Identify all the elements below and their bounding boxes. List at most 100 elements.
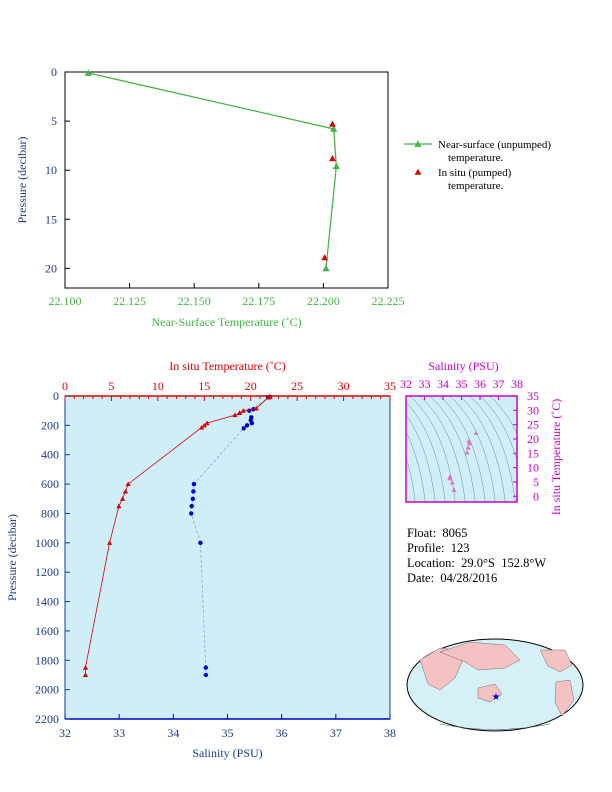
isopycnal-line <box>459 396 506 502</box>
legend-near-surface-marker <box>414 140 422 147</box>
near-surface-point <box>322 264 330 272</box>
temperature-point <box>116 503 122 509</box>
isopycnal-line <box>406 414 436 502</box>
top-tick-label: 0 <box>62 379 68 393</box>
salinity-point <box>241 426 246 431</box>
profile-chart: 0 5 10 15 20 25 30 35 32 33 34 35 36 37 38 0 200 400 600 80… <box>5 359 396 760</box>
x-tick-label: 22.225 <box>372 294 405 308</box>
isopycnal-line <box>406 456 416 502</box>
bottom-axis-label: Salinity (PSU) <box>192 746 262 760</box>
temperature-point <box>204 420 210 426</box>
bottom-tick-label: 32 <box>59 726 71 740</box>
isopycnal-line <box>419 396 466 502</box>
legend-in-situ-label-1: In situ (pumped) <box>438 167 512 179</box>
isopycnal-line <box>489 396 517 435</box>
y-tick-label: 5 <box>51 114 57 128</box>
bottom-tick-label: 34 <box>167 726 179 740</box>
ts-y-tick-label: 20 <box>527 432 539 446</box>
y-tick-label: 15 <box>45 212 57 226</box>
temperature-point <box>265 394 271 400</box>
top-axis-label: In situ Temperature (˚C) <box>169 359 286 373</box>
y-axis-label: Pressure (decibar) <box>5 514 19 601</box>
top-tick-label: 5 <box>108 379 114 393</box>
map-land-north-america <box>539 649 573 673</box>
y-tick-label: 600 <box>41 477 59 491</box>
salinity-point <box>189 503 194 509</box>
ts-y-tick-label: 0 <box>533 489 539 503</box>
ts-point <box>451 487 457 492</box>
temperature-point <box>253 405 259 411</box>
y-tick-label: 1400 <box>35 595 59 609</box>
legend-near-surface-label-2: temperature. <box>448 152 504 164</box>
ts-y-tick-label: 30 <box>527 403 539 417</box>
date: Date: 04/28/2016 <box>407 571 498 585</box>
y-tick-label: 1200 <box>35 565 59 579</box>
float-location-star-icon: ★ <box>492 692 501 703</box>
near-surface-point <box>84 69 92 76</box>
salinity-point <box>189 511 194 516</box>
bottom-tick-label: 36 <box>276 726 288 740</box>
temperature-point <box>232 412 238 418</box>
location: Location: 29.0°S 152.8°W <box>407 556 547 570</box>
ts-plot-area <box>406 396 517 502</box>
near-surface-point <box>332 162 340 170</box>
y-tick-label: 800 <box>41 506 59 520</box>
isopycnal-line <box>439 396 486 502</box>
ts-y-tick-label: 35 <box>527 389 539 403</box>
map-land-asia <box>439 641 521 671</box>
y-tick-label: 2200 <box>35 712 59 726</box>
temperature-point <box>82 672 89 678</box>
legend-near-surface-label-1: Near-surface (unpumped) <box>438 139 551 151</box>
ts-point <box>465 445 471 450</box>
top-tick-label: 35 <box>384 379 396 393</box>
temperature-point <box>201 422 207 428</box>
ts-x-tick-label: 37 <box>493 377 505 391</box>
ts-point <box>449 480 455 485</box>
bottom-tick-label: 37 <box>330 726 342 740</box>
salinity-point <box>203 665 209 670</box>
ts-y-tick-label: 10 <box>527 461 539 475</box>
y-tick-label: 1800 <box>35 653 59 667</box>
isopycnal-line <box>406 401 446 502</box>
x-tick-label: 22.150 <box>178 294 211 308</box>
ts-x-tick-label: 32 <box>400 377 412 391</box>
legend-in-situ-marker <box>414 168 422 175</box>
temperature-point <box>240 408 246 413</box>
top-tick-label: 25 <box>291 379 303 393</box>
salinity-point <box>190 496 196 501</box>
bottom-tick-label: 35 <box>222 726 234 740</box>
y-tick-label: 0 <box>51 65 57 79</box>
ts-point <box>473 430 479 435</box>
ts-point <box>447 476 453 481</box>
y-tick-label: 200 <box>41 418 59 432</box>
ts-x-tick-label: 36 <box>474 377 486 391</box>
map-land-africa <box>419 647 463 691</box>
near-surface-point <box>330 125 338 132</box>
isopycnal-line <box>469 396 516 502</box>
world-map-inset: ★ <box>406 638 584 732</box>
y-tick-label: 10 <box>45 163 57 177</box>
ts-y-tick-label: 15 <box>527 446 539 460</box>
y-tick-label: 1000 <box>35 536 59 550</box>
isopycnal-line <box>409 396 456 502</box>
temperature-point <box>236 410 243 415</box>
salinity-point <box>191 489 196 494</box>
y-tick-label: 400 <box>41 448 59 462</box>
temperature-point <box>82 665 89 670</box>
x-tick-label: 22.175 <box>242 294 275 308</box>
ts-x-tick-label: 34 <box>437 377 449 391</box>
legend-in-situ-label-2: temperature. <box>448 180 504 192</box>
near-surface-line <box>88 72 337 269</box>
x-tick-label: 22.125 <box>113 294 146 308</box>
profile-number: Profile: 123 <box>407 541 470 555</box>
ts-x-tick-label: 38 <box>511 377 523 391</box>
ts-y-tick-label: 25 <box>527 418 539 432</box>
x-tick-label: 22.200 <box>307 294 340 308</box>
in-situ-point <box>321 254 329 261</box>
salinity-point <box>244 423 250 428</box>
ts-top-axis-label: Salinity (PSU) <box>428 359 498 373</box>
top-tick-label: 30 <box>338 379 350 393</box>
top-tick-label: 10 <box>152 379 164 393</box>
temperature-point <box>198 424 205 430</box>
